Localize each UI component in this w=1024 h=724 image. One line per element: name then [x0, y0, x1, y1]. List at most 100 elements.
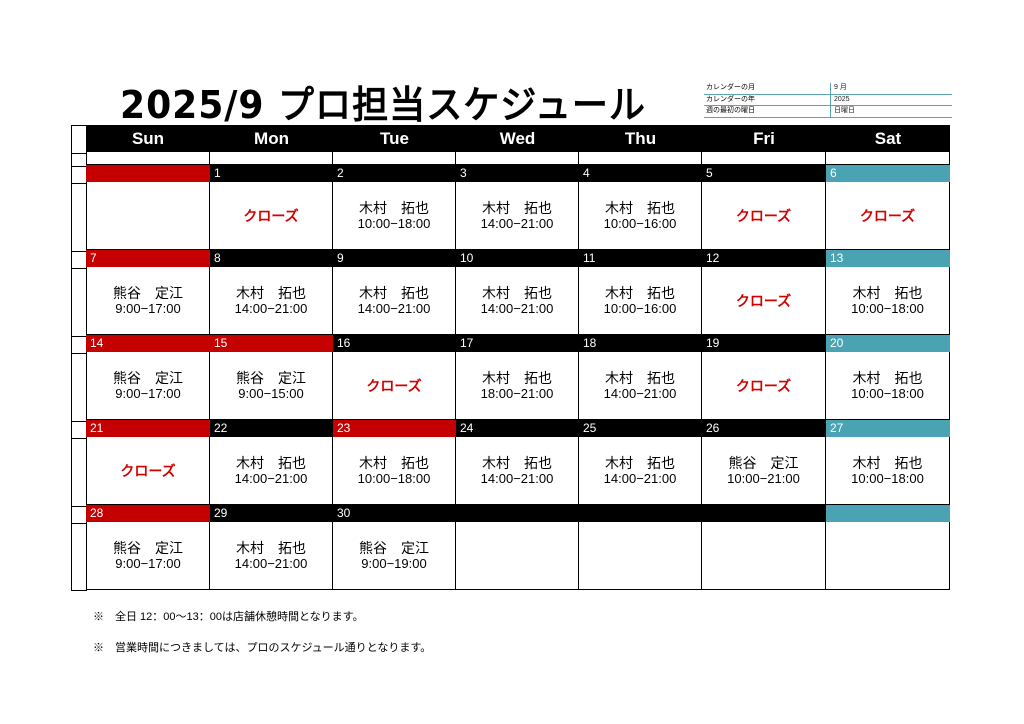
settings-value[interactable]: 日曜日 [834, 107, 855, 114]
day-cell[interactable]: 熊谷 定江 9:00−17:00 [86, 522, 210, 590]
day-cell[interactable] [579, 522, 702, 590]
footnote-break-time: ※ 全日 12：00～13：00は店舗休憩時間となります。 [93, 611, 364, 623]
settings-label: カレンダーの年 [704, 94, 831, 105]
page-title: 2025/9 プロ担当スケジュール [120, 83, 646, 127]
day-number: 9 [333, 250, 456, 267]
day-cell[interactable]: 木村 拓也 18:00−21:00 [456, 352, 579, 420]
gutter-line [72, 523, 88, 524]
closed-label: クローズ [735, 377, 792, 394]
day-number: 12 [702, 250, 826, 267]
footnote-business-hours: ※ 営業時間につきましては、プロのスケジュール通りとなります。 [93, 642, 432, 654]
closed-label: クローズ [243, 207, 299, 224]
day-cell[interactable]: 木村 拓也 10:00−18:00 [826, 267, 950, 335]
staff-name: 木村 拓也 [605, 454, 675, 471]
day-number: 28 [86, 505, 210, 522]
day-cell[interactable]: 木村 拓也 14:00−21:00 [456, 437, 579, 505]
day-cell[interactable]: 木村 拓也 10:00−18:00 [826, 352, 950, 420]
day-cell[interactable]: 木村 拓也 14:00−21:00 [456, 182, 579, 250]
staff-name: 熊谷 定江 [113, 539, 183, 556]
day-cell[interactable] [86, 182, 210, 250]
day-cell[interactable]: クローズ [333, 352, 456, 420]
shift-time: 9:00−17:00 [115, 385, 181, 401]
calendar-grid: Sun Mon Tue Wed Thu Fri Sat 1 クローズ 2 木村 拓也 10:00−18… [86, 125, 952, 591]
day-number: 5 [702, 165, 826, 182]
day-cell[interactable]: 木村 拓也 14:00−21:00 [579, 437, 702, 505]
day-cell[interactable]: 木村 拓也 14:00−21:00 [579, 352, 702, 420]
day-number: 21 [86, 420, 210, 437]
weekday-header-thu: Thu [579, 125, 702, 152]
staff-name: 木村 拓也 [852, 369, 923, 386]
day-cell[interactable]: 木村 拓也 14:00−21:00 [456, 267, 579, 335]
day-cell[interactable]: 木村 拓也 10:00−18:00 [826, 437, 950, 505]
shift-time: 9:00−19:00 [361, 555, 427, 571]
day-cell[interactable]: クローズ [702, 267, 826, 335]
day-cell[interactable]: 木村 拓也 14:00−21:00 [210, 267, 333, 335]
shift-time: 9:00−17:00 [115, 555, 181, 571]
day-number: 1 [210, 165, 333, 182]
settings-label: カレンダーの月 [704, 83, 831, 94]
day-cell[interactable]: 木村 拓也 10:00−18:00 [333, 437, 456, 505]
day-cell[interactable]: 木村 拓也 10:00−18:00 [333, 182, 456, 250]
day-cell[interactable]: 木村 拓也 14:00−21:00 [210, 437, 333, 505]
day-cell[interactable]: クローズ [702, 182, 826, 250]
settings-label: 週の最初の曜日 [704, 106, 831, 117]
shift-time: 10:00−18:00 [851, 385, 924, 401]
staff-name: 木村 拓也 [482, 369, 552, 386]
settings-value[interactable]: 9 月 [834, 84, 847, 91]
day-number: 10 [456, 250, 579, 267]
header-spacer-cell [826, 152, 950, 165]
day-cell[interactable] [456, 522, 579, 590]
staff-name: 木村 拓也 [236, 539, 306, 556]
staff-name: 木村 拓也 [852, 454, 923, 471]
settings-row-year: カレンダーの年 2025 [704, 94, 952, 106]
day-number [579, 505, 702, 522]
closed-label: クローズ [735, 207, 792, 224]
shift-time: 14:00−21:00 [480, 300, 554, 316]
day-cell[interactable]: 木村 拓也 10:00−16:00 [579, 182, 702, 250]
header-spacer-cell [702, 152, 826, 165]
staff-name: 熊谷 定江 [113, 284, 183, 301]
day-cell[interactable]: 熊谷 定江 9:00−17:00 [86, 352, 210, 420]
shift-time: 10:00−18:00 [851, 300, 924, 316]
day-cell[interactable]: 木村 拓也 10:00−16:00 [579, 267, 702, 335]
gutter-line [72, 336, 88, 337]
closed-label: クローズ [366, 377, 422, 394]
day-cell[interactable]: 木村 拓也 14:00−21:00 [333, 267, 456, 335]
day-number: 18 [579, 335, 702, 352]
weekday-header-sun: Sun [86, 125, 210, 152]
day-number: 27 [826, 420, 950, 437]
day-cell[interactable]: クローズ [86, 437, 210, 505]
gutter-line [72, 153, 88, 154]
day-number: 22 [210, 420, 333, 437]
staff-name: 熊谷 定江 [359, 539, 429, 556]
gutter-line [72, 506, 88, 507]
day-cell[interactable] [702, 522, 826, 590]
staff-name: 木村 拓也 [359, 199, 429, 216]
staff-name: 木村 拓也 [359, 284, 429, 301]
day-cell[interactable]: 熊谷 定江 9:00−15:00 [210, 352, 333, 420]
day-cell[interactable]: 熊谷 定江 9:00−17:00 [86, 267, 210, 335]
staff-name: 木村 拓也 [605, 369, 675, 386]
day-number: 4 [579, 165, 702, 182]
shift-time: 10:00−16:00 [603, 300, 677, 316]
gutter-line [72, 438, 88, 439]
day-cell[interactable]: クローズ [210, 182, 333, 250]
gutter-line [72, 251, 88, 252]
shift-time: 10:00−16:00 [603, 215, 677, 231]
day-cell[interactable]: クローズ [826, 182, 950, 250]
shift-time: 10:00−18:00 [357, 215, 431, 231]
staff-name: 木村 拓也 [236, 454, 306, 471]
day-cell[interactable] [826, 522, 950, 590]
gutter-line [72, 353, 88, 354]
settings-value[interactable]: 2025 [834, 95, 850, 103]
settings-row-first-weekday: 週の最初の曜日 日曜日 [704, 106, 952, 118]
day-number: 6 [826, 165, 950, 182]
day-cell[interactable]: 熊谷 定江 9:00−19:00 [333, 522, 456, 590]
day-cell[interactable]: 熊谷 定江 10:00−21:00 [702, 437, 826, 505]
closed-label: クローズ [120, 462, 176, 479]
day-cell[interactable]: クローズ [702, 352, 826, 420]
staff-name: 木村 拓也 [852, 284, 923, 301]
day-cell[interactable]: 木村 拓也 14:00−21:00 [210, 522, 333, 590]
day-number: 7 [86, 250, 210, 267]
shift-time: 14:00−21:00 [480, 470, 554, 486]
